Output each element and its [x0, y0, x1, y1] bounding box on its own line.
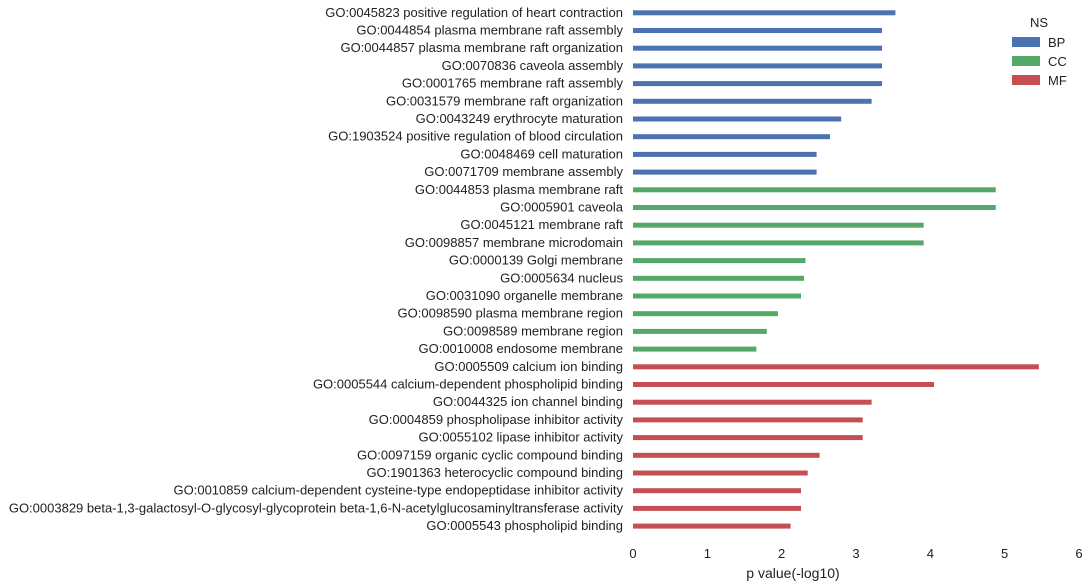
bars-layer: [633, 10, 1039, 529]
term-label: GO:0071709 membrane assembly: [424, 164, 623, 179]
term-label: GO:0005509 calcium ion binding: [434, 359, 623, 374]
term-label: GO:0005634 nucleus: [500, 270, 623, 285]
bar-bp: [633, 98, 872, 104]
bar-cc: [633, 240, 924, 246]
term-label: GO:0010859 calcium-dependent cysteine-ty…: [174, 483, 624, 498]
x-tick-label: 2: [778, 546, 785, 561]
bar-mf: [633, 452, 820, 458]
term-label: GO:0005543 phospholipid binding: [426, 518, 623, 533]
legend-label: CC: [1048, 54, 1067, 69]
bar-cc: [633, 205, 996, 210]
legend-title: NS: [1030, 15, 1048, 30]
bar-cc: [633, 293, 801, 299]
term-label: GO:0001765 membrane raft assembly: [402, 76, 624, 91]
term-label: GO:0005544 calcium-dependent phospholipi…: [313, 377, 623, 392]
y-tick-labels: GO:0045823 positive regulation of heart …: [9, 5, 624, 533]
legend-label: MF: [1048, 73, 1067, 88]
bar-mf: [633, 417, 863, 423]
bar-cc: [633, 187, 996, 193]
term-label: GO:0070836 caveola assembly: [442, 58, 624, 73]
bar-mf: [633, 399, 872, 405]
term-label: GO:1903524 positive regulation of blood …: [328, 129, 623, 144]
term-label: GO:0048469 cell maturation: [460, 146, 623, 161]
term-label: GO:1901363 heterocyclic compound binding: [366, 465, 623, 480]
term-label: GO:0005901 caveola: [500, 200, 624, 215]
term-label: GO:0031090 organelle membrane: [426, 288, 623, 303]
x-axis-label: p value(-log10): [746, 565, 839, 581]
term-label: GO:0004859 phospholipase inhibitor activ…: [369, 412, 624, 427]
bar-cc: [633, 258, 806, 264]
x-tick-label: 6: [1075, 546, 1082, 561]
bar-cc: [633, 311, 778, 317]
term-label: GO:0031579 membrane raft organization: [386, 93, 623, 108]
bar-cc: [633, 346, 757, 352]
bar-mf: [633, 523, 791, 529]
x-tick-label: 3: [852, 546, 859, 561]
legend: NS BP CC MF: [1012, 15, 1067, 88]
bar-bp: [633, 10, 896, 16]
x-tick-label: 0: [629, 546, 636, 561]
bar-cc: [633, 222, 924, 228]
bar-bp: [633, 45, 883, 51]
x-tick-label: 1: [704, 546, 711, 561]
term-label: GO:0097159 organic cyclic compound bindi…: [357, 447, 623, 462]
bar-bp: [633, 81, 883, 87]
bar-bp: [633, 151, 817, 157]
bar-mf: [633, 488, 801, 494]
legend-swatch-bp: [1012, 37, 1040, 47]
legend-swatch-mf: [1012, 75, 1040, 85]
term-label: GO:0003829 beta-1,3-galactosyl-O-glycosy…: [9, 500, 624, 515]
bar-cc: [633, 275, 804, 281]
bar-mf: [633, 435, 863, 441]
bar-bp: [633, 63, 883, 69]
term-label: GO:0098857 membrane microdomain: [405, 235, 623, 250]
term-label: GO:0045823 positive regulation of heart …: [325, 5, 623, 20]
term-label: GO:0044325 ion channel binding: [433, 394, 623, 409]
term-label: GO:0044857 plasma membrane raft organiza…: [340, 40, 623, 55]
x-tick-label: 4: [927, 546, 934, 561]
x-tick-label: 5: [1001, 546, 1008, 561]
bar-bp: [633, 169, 817, 175]
bar-bp: [633, 134, 830, 140]
term-label: GO:0044854 plasma membrane raft assembly: [356, 23, 623, 38]
term-label: GO:0000139 Golgi membrane: [449, 253, 623, 268]
term-label: GO:0098590 plasma membrane region: [398, 306, 623, 321]
term-label: GO:0098589 membrane region: [443, 323, 623, 338]
bar-mf: [633, 382, 935, 387]
term-label: GO:0044853 plasma membrane raft: [415, 182, 623, 197]
legend-swatch-cc: [1012, 56, 1040, 66]
term-label: GO:0043249 erythrocyte maturation: [416, 111, 623, 126]
legend-label: BP: [1048, 35, 1065, 50]
bar-bp: [633, 28, 883, 33]
bar-bp: [633, 116, 842, 122]
bar-mf: [633, 364, 1039, 370]
bar-mf: [633, 505, 801, 511]
term-label: GO:0055102 lipase inhibitor activity: [418, 430, 623, 445]
x-tick-labels: 0 1 2 3 4 5 6: [629, 546, 1082, 561]
term-label: GO:0045121 membrane raft: [460, 217, 623, 232]
bar-mf: [633, 470, 808, 476]
bar-cc: [633, 328, 767, 334]
term-label: GO:0010008 endosome membrane: [418, 341, 623, 356]
